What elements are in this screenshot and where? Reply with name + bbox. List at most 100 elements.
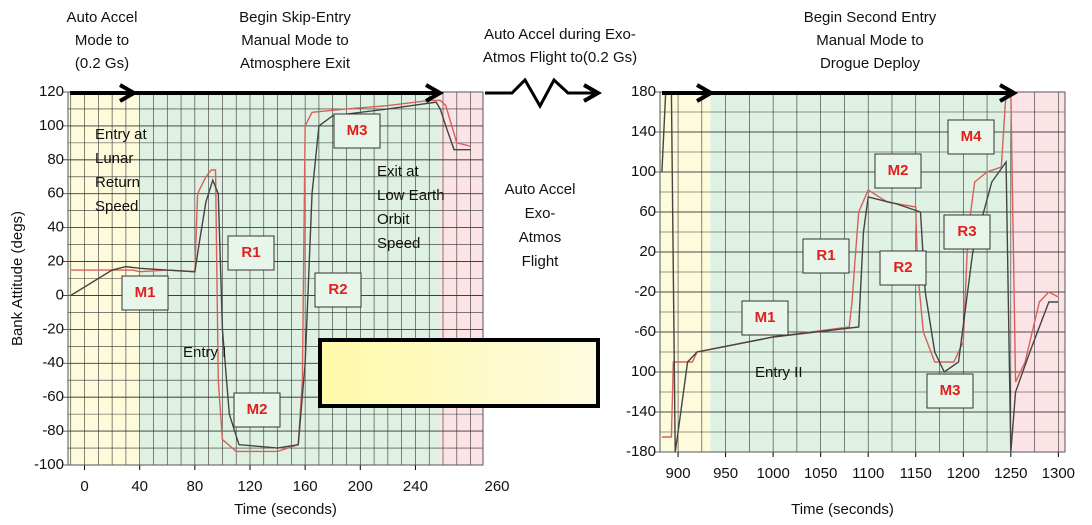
x-tick-label: 1300 <box>1042 465 1075 482</box>
phase-label: Manual Mode to <box>816 32 924 49</box>
middle-note: Flight <box>522 253 560 270</box>
arrow-head <box>119 83 139 103</box>
x-tick-label: 240 <box>403 478 428 495</box>
phase-label: Atmosphere Exit <box>240 55 351 72</box>
x-tick-label: 1050 <box>804 465 837 482</box>
x-tick-label: 0 <box>80 478 88 495</box>
task-box-frame <box>333 113 381 149</box>
task-box-label: R1 <box>816 247 835 264</box>
task-box-label: M1 <box>755 309 776 326</box>
y-tick-label: 80 <box>47 151 64 168</box>
x-tick-label: 1250 <box>994 465 1027 482</box>
x-tick-label: 80 <box>187 478 204 495</box>
y-tick-label: 40 <box>47 219 64 236</box>
extra-tick-label: 260 <box>484 478 509 495</box>
phase-label: Mode to <box>75 32 129 49</box>
y-tick-label: -40 <box>42 354 64 371</box>
x-tick-label: 900 <box>666 465 691 482</box>
speed-note: Speed <box>95 198 138 215</box>
task-box-label: M3 <box>347 122 368 139</box>
y-tick-label: -60 <box>634 323 656 340</box>
speed-note: Exit at <box>377 163 420 180</box>
phase-label: (0.2 Gs) <box>75 55 129 72</box>
y-tick-label: 60 <box>47 185 64 202</box>
speed-note: Entry at <box>95 126 148 143</box>
arrow-head <box>425 83 445 103</box>
timeline-arrows <box>70 77 1019 110</box>
speed-note: Low Earth <box>377 187 445 204</box>
middle-note: Atmos <box>519 229 562 246</box>
middle-note: Exo- <box>525 205 556 222</box>
y-tick-label: 100 <box>631 163 656 180</box>
phase-label: Drogue Deploy <box>820 55 921 72</box>
phase-label: Begin Skip-Entry <box>239 9 351 26</box>
x-axis-label: Time (seconds) <box>234 501 337 518</box>
y-tick-label: -140 <box>626 403 656 420</box>
task-box: M2 <box>233 392 281 428</box>
task-box: R3 <box>943 214 991 250</box>
y-tick-label: 100 <box>631 363 656 380</box>
task-box: M1 <box>121 275 169 311</box>
x-tick-label: 120 <box>237 478 262 495</box>
task-box-label: M3 <box>940 382 961 399</box>
y-tick-label: 180 <box>631 83 656 100</box>
phase-label: Manual Mode to <box>241 32 349 49</box>
task-box-label: M2 <box>888 162 909 179</box>
phase-label: Auto Accel during Exo- <box>484 26 636 43</box>
entry-label: Entry I <box>183 344 226 361</box>
y-tick-label: 0 <box>56 286 64 303</box>
task-box: R1 <box>802 238 850 274</box>
x-tick-label: 200 <box>348 478 373 495</box>
task-box-label: R2 <box>328 281 347 298</box>
task-box-frame <box>943 214 991 250</box>
middle-note: Auto Accel <box>505 181 576 198</box>
entry-label: Entry II <box>755 364 803 381</box>
task-box: M4 <box>947 119 995 155</box>
y-axis-label: Bank Attitude (degs) <box>9 211 26 346</box>
task-box-frame <box>741 300 789 336</box>
x-tick-label: 40 <box>131 478 148 495</box>
key-box <box>318 338 600 408</box>
y-tick-label: 20 <box>47 253 64 270</box>
task-box: M3 <box>926 373 974 409</box>
x-tick-label: 950 <box>713 465 738 482</box>
y-tick-label: -60 <box>42 388 64 405</box>
trace <box>70 101 471 449</box>
arrow-head <box>583 83 603 103</box>
x-axis-label: Time (seconds) <box>791 501 894 518</box>
speed-note: Orbit <box>377 211 410 228</box>
x-tick-label: 1150 <box>900 465 932 482</box>
arrow-head <box>999 83 1019 103</box>
y-tick-label: 100 <box>39 117 64 134</box>
task-box: R1 <box>227 235 275 271</box>
task-box: R2 <box>314 272 362 308</box>
speed-note: Lunar <box>95 150 133 167</box>
y-tick-label: 120 <box>39 83 64 100</box>
task-box: M2 <box>874 153 922 189</box>
task-box-frame <box>802 238 850 274</box>
task-box: R2 <box>879 250 927 286</box>
key-frame <box>318 338 600 408</box>
y-tick-label: -80 <box>42 422 64 439</box>
task-box-frame <box>314 272 362 308</box>
phase-label: Auto Accel <box>67 9 138 26</box>
phase-label: Begin Second Entry <box>804 9 937 26</box>
arrow-head <box>696 83 716 103</box>
y-tick-label: 20 <box>639 243 656 260</box>
y-tick-label: -20 <box>42 320 64 337</box>
speed-note: Return <box>95 174 140 191</box>
y-tick-label: 140 <box>631 123 656 140</box>
task-box-label: R1 <box>241 244 260 261</box>
x-tick-label: 1200 <box>947 465 980 482</box>
task-box: M3 <box>333 113 381 149</box>
x-tick-label: 1000 <box>756 465 789 482</box>
task-box-frame <box>879 250 927 286</box>
task-box-frame <box>926 373 974 409</box>
x-tick-label: 160 <box>293 478 318 495</box>
task-box-frame <box>121 275 169 311</box>
y-tick-label: -100 <box>34 456 64 473</box>
task-box-label: M4 <box>961 128 982 145</box>
task-box-label: M1 <box>135 284 156 301</box>
y-tick-label: -180 <box>626 443 656 460</box>
